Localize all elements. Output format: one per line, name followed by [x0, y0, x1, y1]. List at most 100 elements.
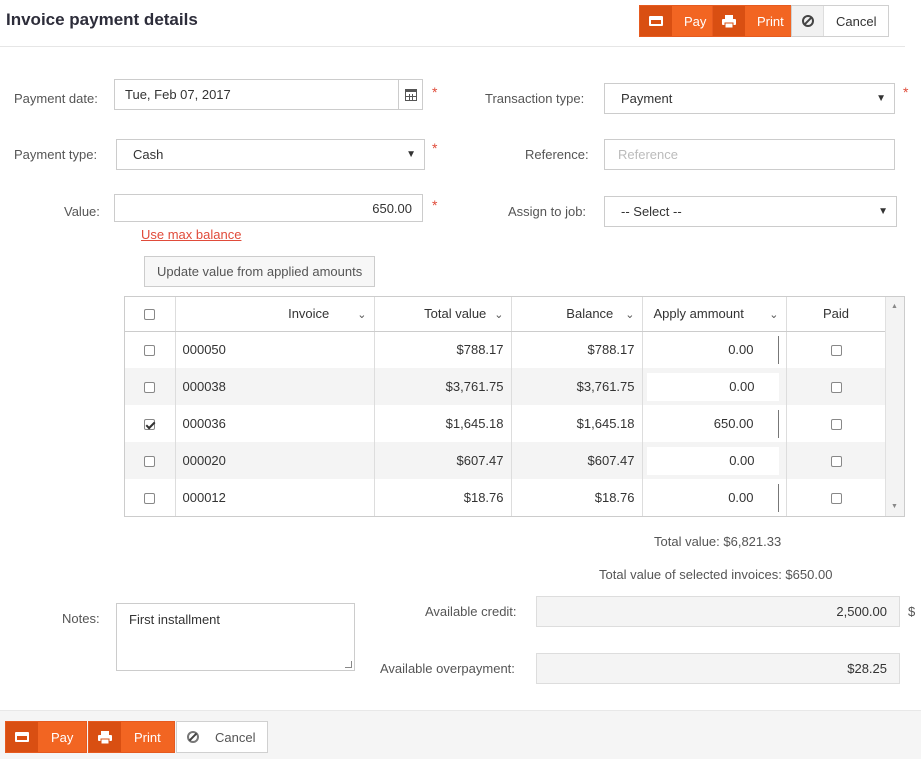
footer-cancel-label: Cancel: [215, 729, 256, 745]
column-header-total-value[interactable]: Total value ⌄: [374, 297, 512, 332]
chevron-down-icon: ▼: [876, 93, 886, 104]
chevron-down-icon: ⌄: [357, 309, 367, 322]
assign-to-job-value: -- Select --: [621, 204, 682, 219]
total-value: $788.17: [374, 331, 512, 368]
invoice-number: 000038: [175, 368, 375, 405]
row-select-checkbox[interactable]: [125, 405, 176, 442]
value-input[interactable]: 650.00: [114, 194, 423, 222]
row-select-checkbox[interactable]: [125, 442, 176, 479]
paid-checkbox[interactable]: [786, 479, 887, 516]
table-row[interactable]: 000036 $1,645.18 $1,645.18 650.00: [125, 405, 887, 442]
row-select-checkbox[interactable]: [125, 368, 176, 405]
notes-textarea[interactable]: First installment: [116, 603, 355, 671]
print-button[interactable]: Print: [712, 5, 797, 37]
required-mark: *: [432, 197, 438, 213]
total-value: $18.76: [374, 479, 512, 516]
value-amount: 650.00: [372, 200, 412, 216]
column-header-apply-amount[interactable]: Apply ammount ⌄: [642, 297, 787, 332]
footer-pay-button[interactable]: Pay: [5, 721, 88, 753]
available-credit-value: 2,500.00: [836, 604, 887, 619]
required-mark: *: [903, 84, 909, 100]
pay-button-label: Pay: [672, 6, 719, 36]
apply-amount-input[interactable]: 0.00: [642, 368, 787, 405]
payment-type-select[interactable]: Cash ▼: [116, 139, 425, 170]
column-header-paid[interactable]: Paid: [786, 297, 887, 332]
paid-checkbox[interactable]: [786, 442, 887, 479]
footer-pay-label: Pay: [38, 722, 87, 752]
chevron-down-icon: ⌄: [625, 309, 635, 322]
scroll-down-icon[interactable]: ▼: [891, 503, 898, 510]
transaction-type-value: Payment: [621, 91, 673, 106]
scroll-up-icon[interactable]: ▲: [891, 303, 898, 310]
available-overpayment-label: Available overpayment:: [380, 661, 515, 676]
row-select-checkbox[interactable]: [125, 479, 176, 516]
row-select-checkbox[interactable]: [125, 331, 176, 368]
ban-icon: [177, 722, 209, 752]
total-value: $607.47: [374, 442, 512, 479]
payment-date-field[interactable]: Tue, Feb 07, 2017: [114, 79, 423, 110]
reference-input[interactable]: Reference: [604, 139, 895, 170]
column-header-balance[interactable]: Balance ⌄: [511, 297, 643, 332]
table-row[interactable]: 000038 $3,761.75 $3,761.75 0.00: [125, 368, 887, 405]
reference-placeholder: Reference: [618, 147, 678, 162]
available-credit-field: 2,500.00: [536, 596, 900, 627]
balance: $607.47: [511, 442, 643, 479]
paid-checkbox[interactable]: [786, 331, 887, 368]
table-row[interactable]: 000050 $788.17 $788.17 0.00: [125, 331, 887, 368]
selected-total-text: Total value of selected invoices: $650.0…: [599, 567, 833, 582]
total-value: $3,761.75: [374, 368, 512, 405]
invoice-grid: Invoice ⌄ Total value ⌄ Balance ⌄ Apply amm…: [124, 296, 905, 517]
invoice-number: 000036: [175, 405, 375, 442]
footer-cancel-button[interactable]: Cancel: [176, 721, 269, 753]
footer-print-label: Print: [121, 722, 174, 752]
invoice-number: 000012: [175, 479, 375, 516]
cancel-button[interactable]: Cancel: [791, 5, 890, 37]
chevron-down-icon: ▼: [878, 206, 888, 217]
calendar-icon[interactable]: [398, 80, 422, 109]
apply-amount-input[interactable]: 650.00: [642, 405, 787, 442]
credit-card-icon: [6, 722, 38, 752]
assign-to-job-select[interactable]: -- Select -- ▼: [604, 196, 897, 227]
currency-symbol: $: [908, 604, 916, 619]
transaction-type-label: Transaction type:: [485, 91, 585, 106]
resize-grip-icon[interactable]: [345, 661, 352, 668]
use-max-balance-link[interactable]: Use max balance: [141, 227, 242, 242]
update-value-button[interactable]: Update value from applied amounts: [144, 256, 376, 287]
value-label: Value:: [64, 204, 100, 219]
paid-checkbox[interactable]: [786, 368, 887, 405]
reference-label: Reference:: [525, 147, 589, 162]
transaction-type-select[interactable]: Payment ▼: [604, 83, 895, 114]
balance: $1,645.18: [511, 405, 643, 442]
chevron-down-icon: ⌄: [769, 309, 779, 322]
assign-to-job-label: Assign to job:: [508, 204, 587, 219]
table-row[interactable]: 000020 $607.47 $607.47 0.00: [125, 442, 887, 479]
invoice-number: 000050: [175, 331, 375, 368]
printer-icon: [713, 6, 745, 36]
required-mark: *: [432, 84, 438, 100]
grid-scrollbar[interactable]: ▲ ▼: [885, 297, 904, 516]
pay-button[interactable]: Pay: [639, 5, 720, 37]
total-value: $1,645.18: [374, 405, 512, 442]
cancel-button-label: Cancel: [836, 13, 877, 29]
apply-amount-input[interactable]: 0.00: [642, 331, 787, 368]
payment-type-value: Cash: [133, 147, 164, 162]
payment-date-value: Tue, Feb 07, 2017: [125, 87, 231, 102]
required-mark: *: [432, 140, 438, 156]
total-value-text: Total value: $6,821.33: [654, 534, 782, 549]
apply-amount-input[interactable]: 0.00: [642, 479, 787, 516]
paid-checkbox[interactable]: [786, 405, 887, 442]
apply-amount-input[interactable]: 0.00: [642, 442, 787, 479]
printer-icon: [89, 722, 121, 752]
ban-icon: [792, 6, 824, 36]
available-overpayment-field: $28.25: [536, 653, 900, 684]
print-button-label: Print: [745, 6, 796, 36]
balance: $788.17: [511, 331, 643, 368]
select-all-checkbox[interactable]: [125, 297, 176, 332]
table-row[interactable]: 000012 $18.76 $18.76 0.00: [125, 479, 887, 516]
notes-label: Notes:: [62, 611, 100, 626]
credit-card-icon: [640, 6, 672, 36]
column-header-invoice[interactable]: Invoice ⌄: [175, 297, 375, 332]
balance: $18.76: [511, 479, 643, 516]
chevron-down-icon: ⌄: [494, 309, 504, 322]
footer-print-button[interactable]: Print: [88, 721, 175, 753]
